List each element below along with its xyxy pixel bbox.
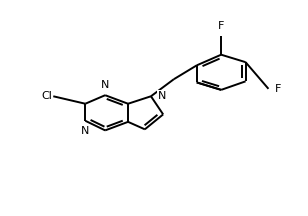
Text: N: N <box>158 91 166 101</box>
Text: F: F <box>275 84 282 94</box>
Text: F: F <box>218 21 224 31</box>
Text: Cl: Cl <box>41 91 52 101</box>
Text: N: N <box>81 126 90 136</box>
Text: N: N <box>101 80 109 90</box>
